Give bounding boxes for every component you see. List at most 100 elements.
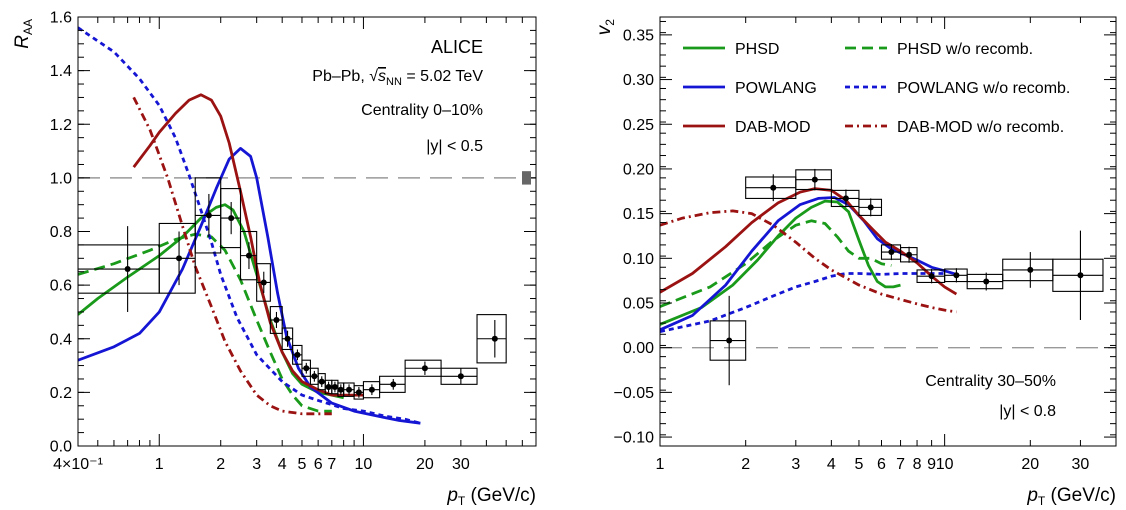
panel-v2: 1 2 3 4 5 6 7 8 9 10 20 30 −0.10 −0.05 0.00 0.05 0.10 0.1… — [594, 16, 1117, 508]
y-tick-label: 1.0 — [50, 170, 72, 187]
y-tick-label: 0.2 — [50, 385, 72, 402]
data-marker — [928, 273, 935, 280]
rapidity-label: |y| < 0.8 — [999, 403, 1056, 420]
x-tick-label: 3 — [791, 456, 800, 473]
data-point — [324, 379, 333, 395]
data-point — [944, 268, 968, 283]
data-point — [78, 226, 160, 312]
svg-text:RAA: RAA — [12, 19, 35, 49]
legend-label: PHSD w/o recomb. — [897, 41, 1033, 58]
model-curve-dab-mod-w-o-recomb- — [660, 209, 957, 314]
x-tick-label: 4 — [278, 456, 287, 473]
data-marker — [331, 384, 338, 391]
data-point — [256, 263, 271, 302]
x-tick-label: 3 — [252, 456, 261, 473]
model-curve-phsd-w-o-recomb- — [660, 219, 892, 308]
y-tick-label: 1.2 — [50, 117, 72, 134]
data-marker — [906, 251, 913, 258]
data-marker — [346, 386, 353, 393]
x-tick-label: 30 — [1072, 456, 1090, 473]
data-marker — [888, 249, 895, 256]
data-point — [1002, 252, 1054, 288]
data-marker — [421, 365, 428, 372]
y-tick-label: 0.4 — [50, 331, 72, 348]
x-tick-label: 20 — [1021, 456, 1039, 473]
experiment-label: ALICE — [431, 37, 483, 57]
data-point — [440, 367, 478, 385]
data-point — [709, 295, 747, 386]
data-point — [1052, 230, 1104, 320]
model-curve-dab-mod — [132, 93, 364, 397]
legend-label: DAB-MOD w/o recomb. — [897, 119, 1064, 136]
x-tick-label: 8 — [913, 456, 922, 473]
data-marker — [260, 279, 267, 286]
data-point — [966, 272, 1004, 291]
data-point — [158, 222, 196, 294]
model-curve-dab-mod-w-o-recomb- — [132, 96, 332, 416]
x-tick-label: 20 — [416, 456, 434, 473]
data-marker — [205, 212, 212, 219]
data-marker — [303, 365, 310, 372]
data-marker — [953, 272, 960, 279]
y-axis-title: v2 — [594, 19, 617, 36]
normalization-uncertainty-box — [522, 171, 531, 185]
data-point — [916, 269, 946, 284]
model-curve-phsd — [78, 203, 344, 400]
collision-system-label: Pb–Pb, √sNN = 5.02 TeV — [312, 68, 483, 88]
y-tick-label: 0.25 — [623, 117, 654, 134]
legend-entry: DAB-MOD w/o recomb. — [845, 119, 1064, 136]
x-tick-label: 5 — [854, 456, 863, 473]
x-tick-label: 2 — [216, 456, 225, 473]
data-marker — [228, 215, 235, 222]
x-tick-label: 1 — [656, 456, 665, 473]
data-point — [795, 168, 832, 191]
x-tick-label: 1 — [155, 456, 164, 473]
model-curve-powlang-w-o-recomb- — [78, 26, 421, 425]
y-tick-label: 1.6 — [50, 10, 72, 27]
data-point — [353, 385, 364, 400]
y-tick-label: −0.05 — [614, 385, 655, 402]
x-tick-label: 6 — [877, 456, 886, 473]
data-point — [830, 189, 860, 208]
legend-label: POWLANG — [735, 80, 817, 97]
data-marker — [355, 389, 362, 396]
x-tick-label: 7 — [896, 456, 905, 473]
data-point — [476, 314, 507, 364]
x-tick-label: 6 — [314, 456, 323, 473]
data-marker — [491, 335, 498, 342]
v2-plot-area — [660, 168, 1116, 386]
y-tick-label: 1.4 — [50, 63, 72, 80]
legend-label: PHSD — [735, 41, 779, 58]
data-marker — [1027, 266, 1034, 273]
data-point — [292, 344, 303, 365]
data-marker — [726, 337, 733, 344]
y-tick-label: 0.6 — [50, 278, 72, 295]
y-tick-label: 0.20 — [623, 161, 654, 178]
data-marker — [176, 255, 183, 262]
data-marker — [311, 373, 318, 380]
data-marker — [1077, 272, 1084, 279]
data-point — [317, 373, 326, 391]
data-marker — [284, 335, 291, 342]
x-tick-label: 5 — [298, 456, 307, 473]
data-marker — [318, 378, 325, 385]
data-marker — [245, 252, 252, 259]
data-point — [220, 188, 242, 249]
x-tick-label: 10 — [355, 456, 373, 473]
legend-entry: PHSD w/o recomb. — [845, 41, 1033, 58]
legend-entry: POWLANG — [683, 80, 817, 97]
y-tick-label: 0.30 — [623, 72, 654, 89]
model-curve-dab-mod — [660, 187, 958, 296]
data-point — [858, 198, 883, 217]
x-axis-title: pT (GeV/c) — [1026, 485, 1116, 508]
data-marker — [390, 381, 397, 388]
y-tick-label: 0.00 — [623, 340, 654, 357]
y-tick-label: −0.10 — [614, 430, 655, 447]
data-point — [880, 244, 902, 261]
data-point — [309, 367, 319, 385]
data-point — [331, 379, 339, 395]
data-marker — [325, 384, 332, 391]
x-tick-label: 2 — [741, 456, 750, 473]
y-tick-label: 0.8 — [50, 224, 72, 241]
